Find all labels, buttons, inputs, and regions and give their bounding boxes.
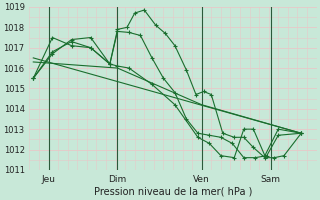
- X-axis label: Pression niveau de la mer( hPa ): Pression niveau de la mer( hPa ): [94, 187, 252, 197]
